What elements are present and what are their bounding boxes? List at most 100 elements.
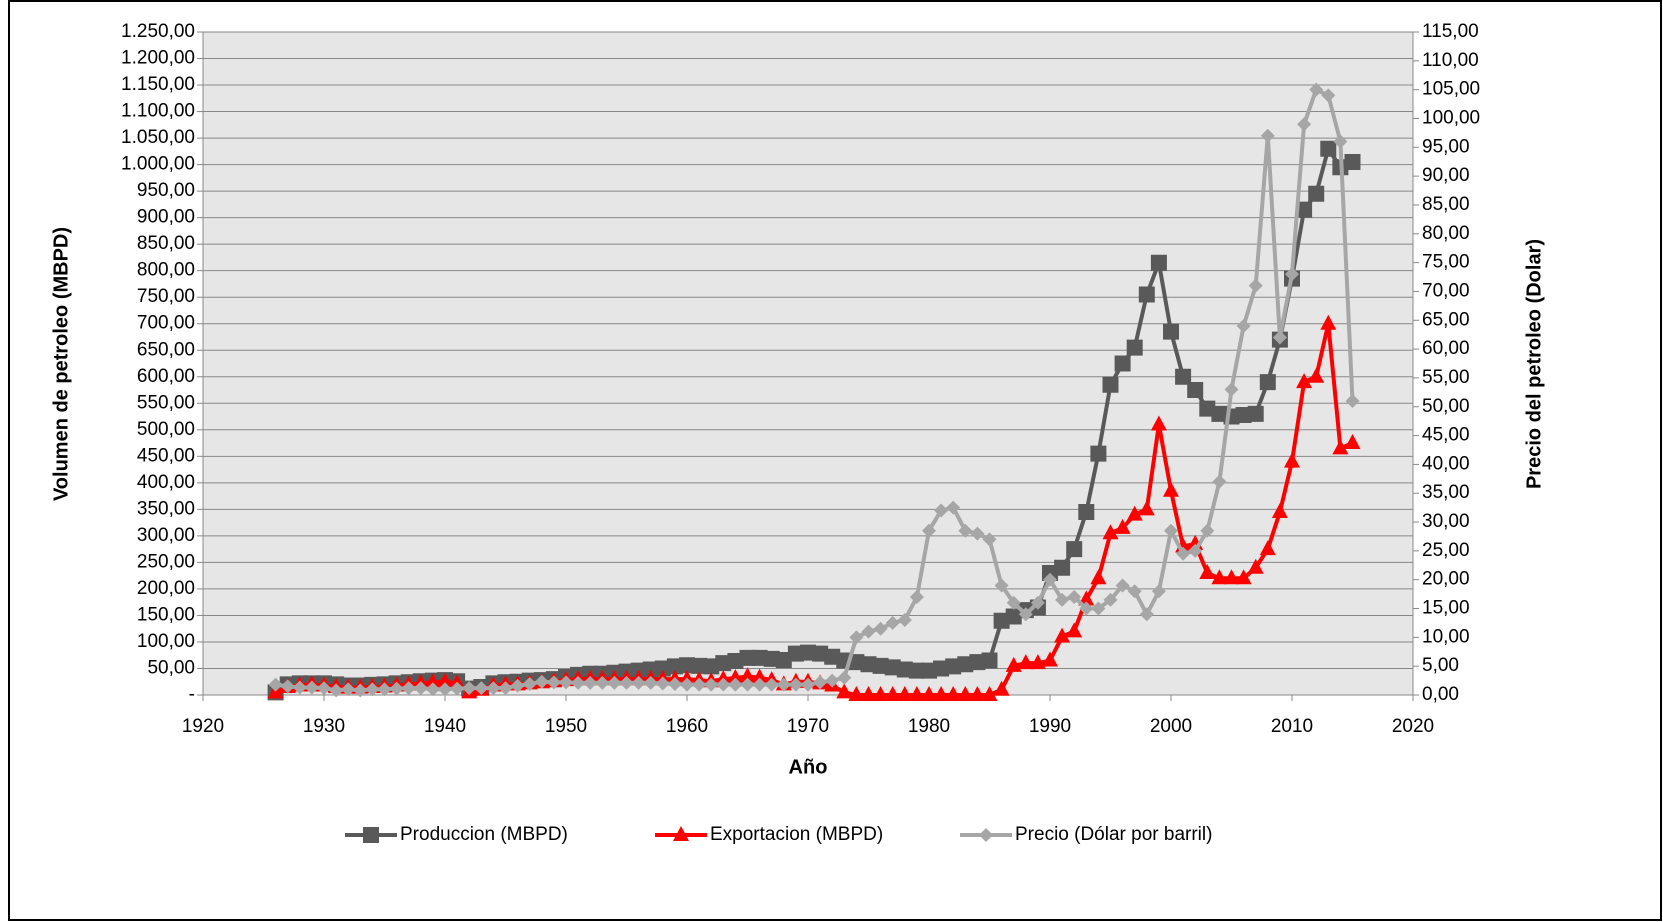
data-point (377, 682, 392, 697)
y2-axis-title: Precio del petroleo (Dolar) (1523, 239, 1545, 489)
data-point (885, 615, 900, 630)
data-point (1199, 564, 1216, 580)
x-tick-label: 1980 (908, 716, 950, 737)
y-tick-label: 450,00 (137, 445, 195, 466)
data-point (1126, 505, 1143, 521)
data-point (1176, 546, 1191, 561)
y-tick-label: 650,00 (137, 339, 195, 360)
y-tick-label: 1.000,00 (121, 154, 195, 175)
data-point (922, 523, 936, 538)
data-point (884, 686, 901, 701)
data-point (666, 658, 683, 675)
data-point (860, 686, 877, 701)
data-point (654, 660, 671, 677)
data-point (1260, 128, 1275, 143)
x-axis-title: Año (789, 756, 828, 778)
y-tick-label: 300,00 (137, 525, 195, 546)
data-point (1296, 201, 1313, 218)
data-point (812, 645, 829, 662)
data-point (1029, 654, 1046, 670)
data-point (1150, 415, 1167, 431)
y2-tick-label: 85,00 (1422, 194, 1470, 215)
data-point (1103, 592, 1118, 607)
data-point (704, 677, 719, 692)
y2-tick-label: 30,00 (1422, 511, 1470, 532)
data-point (583, 675, 598, 690)
data-point (1248, 278, 1263, 293)
x-tick-label: 1950 (545, 716, 587, 737)
data-point (1115, 578, 1130, 593)
data-point (715, 655, 732, 672)
data-point (365, 682, 380, 697)
data-point (1102, 524, 1119, 540)
y2-tick-label: 50,00 (1422, 396, 1470, 417)
y-tick-label: 950,00 (137, 180, 195, 201)
data-point (642, 661, 659, 678)
data-point (933, 686, 950, 701)
data-point (764, 677, 779, 692)
y2-tick-label: 80,00 (1422, 223, 1470, 244)
data-point (958, 523, 973, 538)
data-point (607, 675, 622, 690)
data-point (752, 677, 767, 692)
data-point (727, 669, 744, 685)
x-tick-label: 1920 (182, 716, 224, 737)
data-point (703, 658, 720, 675)
data-point (970, 526, 985, 541)
data-point (787, 645, 804, 662)
y2-tick-label: 105,00 (1422, 79, 1480, 100)
data-point (1163, 323, 1179, 340)
y2-tick-label: 110,00 (1422, 50, 1479, 71)
data-point (908, 662, 925, 679)
y-tick-label: 400,00 (137, 472, 195, 493)
data-point (680, 677, 694, 692)
data-point (1212, 474, 1227, 489)
data-point (836, 683, 853, 699)
data-point (848, 686, 865, 701)
data-point (1345, 393, 1360, 408)
data-point (921, 662, 937, 679)
data-point (981, 686, 998, 701)
data-point (1247, 405, 1264, 422)
y-tick-label: 1.250,00 (121, 21, 195, 42)
x-tick-label: 1930 (303, 716, 345, 737)
y-tick-label: 350,00 (137, 498, 195, 519)
data-point (1309, 82, 1324, 97)
data-point (981, 652, 998, 669)
legend-marker (673, 826, 689, 841)
data-point (788, 677, 803, 692)
data-point (824, 648, 841, 665)
data-point (1188, 543, 1203, 558)
data-point (1344, 434, 1361, 450)
data-point (389, 681, 404, 696)
data-point (1271, 503, 1288, 519)
data-point (1284, 452, 1300, 468)
data-point (1114, 355, 1131, 372)
y2-tick-label: 20,00 (1422, 569, 1470, 590)
plot-area (202, 31, 1414, 696)
data-point (510, 678, 525, 693)
data-point (1150, 254, 1167, 271)
y-tick-label: 600,00 (137, 366, 195, 387)
data-point (1211, 405, 1228, 422)
data-point (1285, 267, 1299, 282)
data-point (728, 677, 743, 692)
data-point (1235, 406, 1252, 423)
data-point (825, 673, 840, 688)
data-point (1067, 589, 1082, 604)
data-point (1114, 518, 1131, 534)
data-point (1164, 523, 1178, 538)
y2-tick-label: 0,00 (1422, 684, 1459, 705)
data-point (921, 686, 937, 701)
y2-tick-label: 95,00 (1422, 136, 1470, 157)
data-point (667, 677, 682, 692)
data-point (860, 656, 877, 673)
data-point (474, 681, 489, 696)
y2-tick-label: 15,00 (1422, 598, 1470, 619)
data-point (1223, 569, 1240, 585)
data-point (1297, 117, 1312, 132)
data-point (739, 649, 756, 666)
data-point (1259, 540, 1276, 556)
data-point (679, 670, 695, 686)
